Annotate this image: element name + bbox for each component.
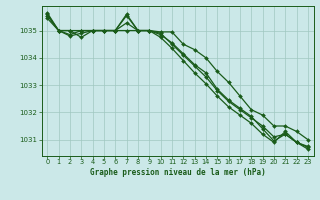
X-axis label: Graphe pression niveau de la mer (hPa): Graphe pression niveau de la mer (hPa) [90, 168, 266, 177]
